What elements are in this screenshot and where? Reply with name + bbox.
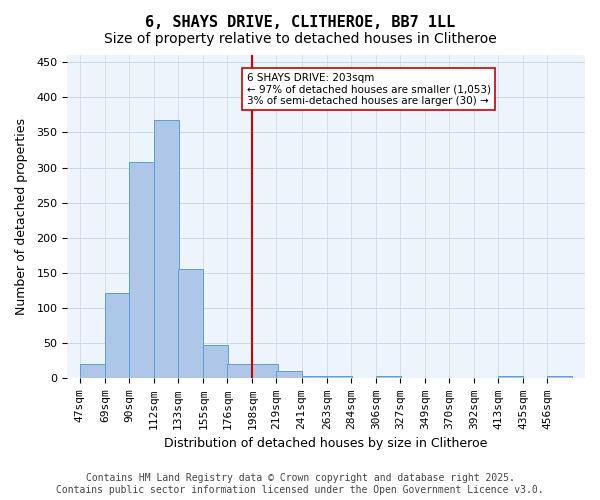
Bar [253, 364, 278, 378]
Bar [547, 376, 572, 378]
Bar [129, 162, 154, 378]
Bar [498, 376, 523, 378]
Y-axis label: Number of detached properties: Number of detached properties [15, 118, 28, 315]
Text: Size of property relative to detached houses in Clitheroe: Size of property relative to detached ho… [104, 32, 496, 46]
Text: 6 SHAYS DRIVE: 203sqm
← 97% of detached houses are smaller (1,053)
3% of semi-de: 6 SHAYS DRIVE: 203sqm ← 97% of detached … [247, 72, 491, 106]
Bar [302, 376, 326, 378]
Text: Contains HM Land Registry data © Crown copyright and database right 2025.
Contai: Contains HM Land Registry data © Crown c… [56, 474, 544, 495]
Bar [277, 372, 302, 378]
X-axis label: Distribution of detached houses by size in Clitheroe: Distribution of detached houses by size … [164, 437, 488, 450]
Text: 6, SHAYS DRIVE, CLITHEROE, BB7 1LL: 6, SHAYS DRIVE, CLITHEROE, BB7 1LL [145, 15, 455, 30]
Bar [80, 364, 105, 378]
Bar [326, 376, 352, 378]
Bar [178, 270, 203, 378]
Bar [203, 346, 229, 378]
Bar [105, 292, 130, 378]
Bar [227, 364, 253, 378]
Bar [376, 376, 401, 378]
Bar [154, 120, 179, 378]
